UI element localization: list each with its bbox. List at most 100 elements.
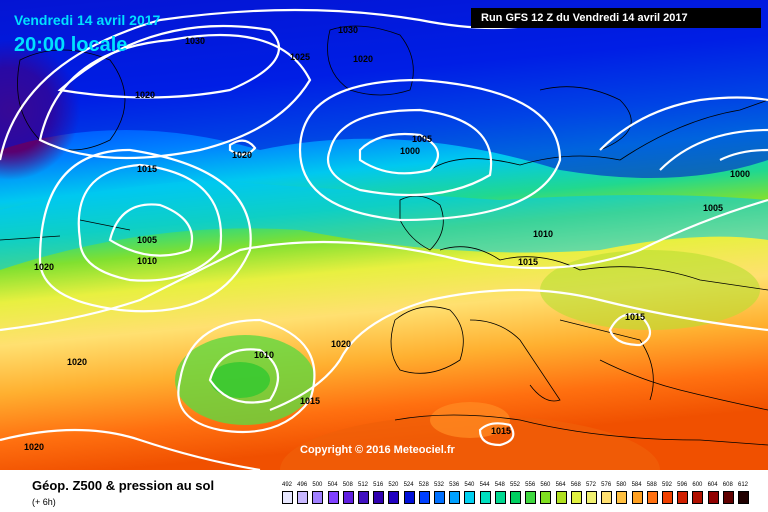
coastlines bbox=[0, 25, 768, 446]
scale-swatch bbox=[373, 491, 385, 504]
scale-tick-label: 532 bbox=[433, 482, 444, 488]
scale-swatch bbox=[707, 491, 719, 504]
scale-swatch bbox=[342, 491, 354, 504]
isobar-labels: 1030 1030 1025 1020 1020 1020 1015 1005 … bbox=[24, 25, 750, 452]
scale-swatch bbox=[677, 491, 689, 504]
scale-swatch bbox=[646, 491, 658, 504]
scale-swatch bbox=[479, 491, 491, 504]
scale-tick-label: 492 bbox=[281, 482, 292, 488]
isobar-label: 1010 bbox=[254, 350, 274, 360]
isobar-label: 1020 bbox=[331, 339, 351, 349]
isobar-label: 1020 bbox=[67, 357, 87, 367]
scale-swatch bbox=[616, 491, 628, 504]
scale-swatch bbox=[662, 491, 673, 504]
scale-swatch bbox=[525, 491, 537, 504]
scale-tick-label: 584 bbox=[631, 482, 642, 488]
scale-tick-label: 540 bbox=[464, 482, 475, 488]
isobar-label: 1030 bbox=[338, 25, 358, 35]
scale-tick-label: 564 bbox=[555, 482, 566, 488]
scale-tick-label: 544 bbox=[479, 482, 490, 488]
scale-tick-label: 500 bbox=[312, 482, 323, 488]
scale-tick-label: 512 bbox=[357, 482, 368, 488]
band-cyan bbox=[0, 180, 768, 270]
scale-swatch bbox=[494, 491, 506, 504]
isobar-label: 1005 bbox=[703, 203, 723, 213]
scale-tick-label: 592 bbox=[661, 482, 672, 488]
isobar-label: 1015 bbox=[491, 426, 511, 436]
isobar-label: 1015 bbox=[137, 164, 157, 174]
model-run-label: Run GFS 12 Z du Vendredi 14 avril 2017 bbox=[471, 8, 761, 28]
scale-tick-label: 576 bbox=[601, 482, 612, 488]
map-caption: Géop. Z500 & pression au sol bbox=[32, 478, 215, 493]
scale-swatch bbox=[586, 491, 597, 504]
legend-panel: Géop. Z500 & pression au sol (+ 6h) 492 4… bbox=[0, 470, 768, 512]
green-core bbox=[210, 362, 270, 398]
scale-tick-label: 524 bbox=[403, 482, 414, 488]
scale-tick-label: 496 bbox=[297, 482, 308, 488]
scale-tick-label: 596 bbox=[677, 482, 688, 488]
color-scale: 492 496 500 504 508 512 516 520 524 528 532 536 540 5… bbox=[282, 482, 754, 506]
isobar-label: 1020 bbox=[232, 150, 252, 160]
scale-tick-label: 536 bbox=[449, 482, 460, 488]
isobar-label: 1000 bbox=[400, 146, 420, 156]
isobars bbox=[0, 8, 768, 470]
scale-swatch bbox=[388, 491, 400, 504]
scale-tick-label: 548 bbox=[494, 482, 505, 488]
geopotential-map: 1030 1030 1025 1020 1020 1020 1015 1005 … bbox=[0, 0, 768, 470]
isobar-label: 1020 bbox=[353, 54, 373, 64]
scale-tick-label: 568 bbox=[570, 482, 581, 488]
forecast-date: Vendredi 14 avril 2017 bbox=[14, 12, 161, 28]
scale-tick-label: 552 bbox=[509, 482, 520, 488]
isobar-label: 1025 bbox=[290, 52, 310, 62]
scale-swatch bbox=[601, 491, 613, 504]
scale-tick-label: 608 bbox=[722, 482, 733, 488]
scale-swatch bbox=[540, 491, 552, 504]
scale-swatch bbox=[282, 491, 293, 504]
scale-swatch bbox=[631, 491, 643, 504]
isobar-label: 1020 bbox=[24, 442, 44, 452]
scale-tick-label: 516 bbox=[373, 482, 384, 488]
copyright-notice: Copyright © 2016 Meteociel.fr bbox=[300, 444, 455, 456]
scale-tick-label: 508 bbox=[342, 482, 353, 488]
southern-warm bbox=[280, 415, 660, 470]
scale-swatch bbox=[434, 491, 445, 504]
isobar-label: 1005 bbox=[412, 134, 432, 144]
scale-swatch bbox=[297, 491, 309, 504]
scale-swatch bbox=[312, 491, 324, 504]
scale-tick-label: 580 bbox=[616, 482, 627, 488]
isobar-label: 1005 bbox=[137, 235, 157, 245]
scale-swatch bbox=[418, 491, 430, 504]
scale-tick-label: 600 bbox=[692, 482, 703, 488]
scale-swatch bbox=[358, 491, 369, 504]
scale-swatch bbox=[555, 491, 567, 504]
scale-swatch bbox=[464, 491, 476, 504]
warm-spot bbox=[430, 402, 510, 438]
scale-swatch bbox=[449, 491, 461, 504]
scale-tick-label: 504 bbox=[327, 482, 338, 488]
scale-tick-label: 528 bbox=[418, 482, 429, 488]
isobar-label: 1010 bbox=[533, 229, 553, 239]
scale-tick-label: 556 bbox=[525, 482, 536, 488]
isobar-label: 1010 bbox=[137, 256, 157, 266]
isobar-label: 1030 bbox=[185, 36, 205, 46]
scale-swatch bbox=[722, 491, 734, 504]
scale-tick-label: 560 bbox=[540, 482, 551, 488]
isobar-label: 1015 bbox=[518, 257, 538, 267]
eastern-green bbox=[540, 250, 760, 330]
scale-swatch bbox=[403, 491, 415, 504]
scale-tick-label: 520 bbox=[388, 482, 399, 488]
scale-tick-label: 604 bbox=[707, 482, 718, 488]
isobar-label: 1015 bbox=[300, 396, 320, 406]
scale-tick-label: 612 bbox=[737, 482, 748, 488]
scale-swatch bbox=[510, 491, 521, 504]
isobar-label: 1000 bbox=[730, 169, 750, 179]
scale-tick-label: 588 bbox=[646, 482, 657, 488]
scale-swatch bbox=[738, 491, 749, 504]
isobar-label: 1015 bbox=[625, 312, 645, 322]
scale-swatch bbox=[692, 491, 704, 504]
scale-tick-label: 572 bbox=[585, 482, 596, 488]
scale-swatch bbox=[327, 491, 339, 504]
isobar-label: 1020 bbox=[34, 262, 54, 272]
forecast-time: 20:00 locale bbox=[14, 34, 128, 56]
